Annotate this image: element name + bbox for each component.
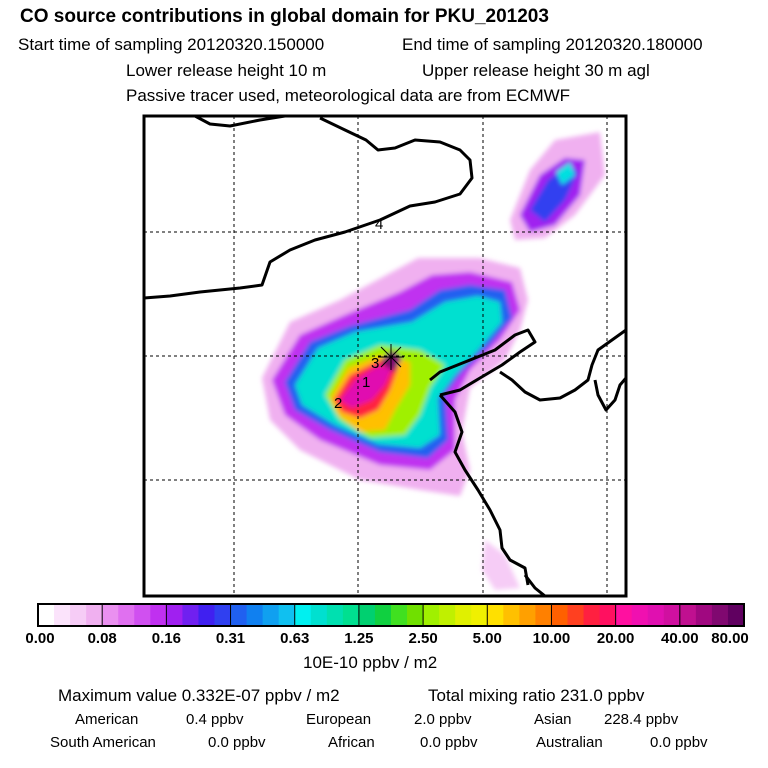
region-asian-name: Asian — [534, 711, 572, 728]
colorbar-cell — [567, 604, 585, 626]
colorbar-cell — [150, 604, 167, 626]
region-australian-name: Australian — [536, 734, 603, 751]
colorbar-cell — [246, 604, 264, 626]
marker-3: 3 — [371, 355, 379, 372]
colorbar-cell — [727, 604, 745, 626]
colorbar-tick-label: 40.00 — [661, 630, 699, 647]
colorbar-cell — [599, 604, 617, 626]
colorbar-cell — [647, 604, 665, 626]
region-south-american-name: South American — [50, 734, 156, 751]
colorbar-cell — [471, 604, 488, 626]
coastlines — [144, 116, 626, 596]
colorbar-cell — [455, 604, 472, 626]
region-asian-value: 228.4 ppbv — [604, 711, 679, 728]
colorbar-cell — [182, 604, 200, 626]
marker-1: 1 — [362, 374, 370, 391]
colorbar-cell — [118, 604, 135, 626]
colorbar-cell — [342, 604, 360, 626]
colorbar-tick-label: 5.00 — [472, 630, 502, 647]
colorbar-cell — [583, 604, 601, 626]
colorbar-cell — [503, 604, 520, 626]
colorbar-cell — [70, 604, 87, 626]
colorbar-cell — [487, 604, 504, 626]
colorbar-cell — [326, 604, 344, 626]
colorbar-cell — [391, 604, 408, 626]
colorbar-tick-label: 0.63 — [280, 630, 310, 647]
colorbar-tick-label: 0.16 — [151, 630, 181, 647]
colorbar-cell — [679, 604, 697, 626]
colorbar-tick-label: 0.08 — [87, 630, 117, 647]
colorbar — [37, 603, 745, 627]
colorbar-cell — [54, 604, 71, 626]
marker-2: 2 — [334, 395, 342, 412]
colorbar-cell — [663, 604, 681, 626]
region-african-value: 0.0 ppbv — [420, 734, 478, 751]
region-american-name: American — [75, 711, 139, 728]
region-south-american-value: 0.0 ppbv — [208, 734, 266, 751]
region-australian-value: 0.0 ppbv — [650, 734, 708, 751]
tracer-note: Passive tracer used, meteorological data… — [126, 86, 571, 105]
colorbar-tick-label: 1.25 — [344, 630, 374, 647]
colorbar-frame — [37, 603, 745, 627]
map-panel: 1 2 3 4 — [142, 114, 628, 598]
colorbar-cell — [711, 604, 729, 626]
colorbar-cell — [358, 604, 376, 626]
region-american-value: 0.4 ppbv — [186, 711, 244, 728]
colorbar-tick-label: 0.00 — [25, 630, 55, 647]
colorbar-cell — [214, 604, 232, 626]
colorbar-cell — [551, 604, 569, 626]
plot-title: CO source contributions in global domain… — [20, 6, 549, 27]
colorbar-cell — [519, 604, 537, 626]
colorbar-cell — [374, 604, 392, 626]
colorbar-units: 10E-10 ppbv / m2 — [303, 653, 438, 672]
marker-4: 4 — [375, 216, 383, 233]
colorbar-cell — [166, 604, 184, 626]
colorbar-cell — [310, 604, 328, 626]
sampling-end: End time of sampling 20120320.180000 — [402, 35, 703, 54]
colorbar-cell — [407, 604, 424, 626]
colorbar-cell — [294, 604, 312, 626]
colorbar-cell — [102, 604, 119, 626]
colorbar-tick-label: 0.31 — [215, 630, 246, 647]
upper-release-height: Upper release height 30 m agl — [422, 61, 650, 80]
sampling-start: Start time of sampling 20120320.150000 — [18, 35, 325, 54]
map-frame — [142, 114, 628, 598]
maximum-value: Maximum value 0.332E-07 ppbv / m2 — [58, 686, 340, 705]
colorbar-tick-label: 80.00 — [711, 630, 749, 647]
colorbar-tick-label: 2.50 — [408, 630, 438, 647]
colorbar-cell — [278, 604, 296, 626]
source-location-star — [378, 344, 404, 370]
total-mixing-ratio: Total mixing ratio 231.0 ppbv — [428, 686, 645, 705]
concentration-field — [262, 132, 605, 590]
region-african-name: African — [328, 734, 375, 751]
region-european-name: European — [306, 711, 372, 728]
colorbar-cell — [86, 604, 103, 626]
colorbar-cell — [262, 604, 280, 626]
lower-release-height: Lower release height 10 m — [126, 61, 327, 80]
colorbar-cells — [38, 604, 745, 626]
colorbar-cell — [631, 604, 649, 626]
colorbar-cell — [615, 604, 633, 626]
colorbar-cell — [38, 604, 55, 626]
colorbar-tick-label: 10.00 — [532, 630, 571, 647]
colorbar-cell — [230, 604, 248, 626]
colorbar-cell — [535, 604, 553, 626]
region-european-value: 2.0 ppbv — [414, 711, 472, 728]
colorbar-cell — [198, 604, 216, 626]
colorbar-cell — [439, 604, 456, 626]
colorbar-tick-label: 20.00 — [596, 630, 635, 647]
colorbar-cell — [695, 604, 713, 626]
colorbar-cell — [423, 604, 440, 626]
colorbar-cell — [134, 604, 151, 626]
